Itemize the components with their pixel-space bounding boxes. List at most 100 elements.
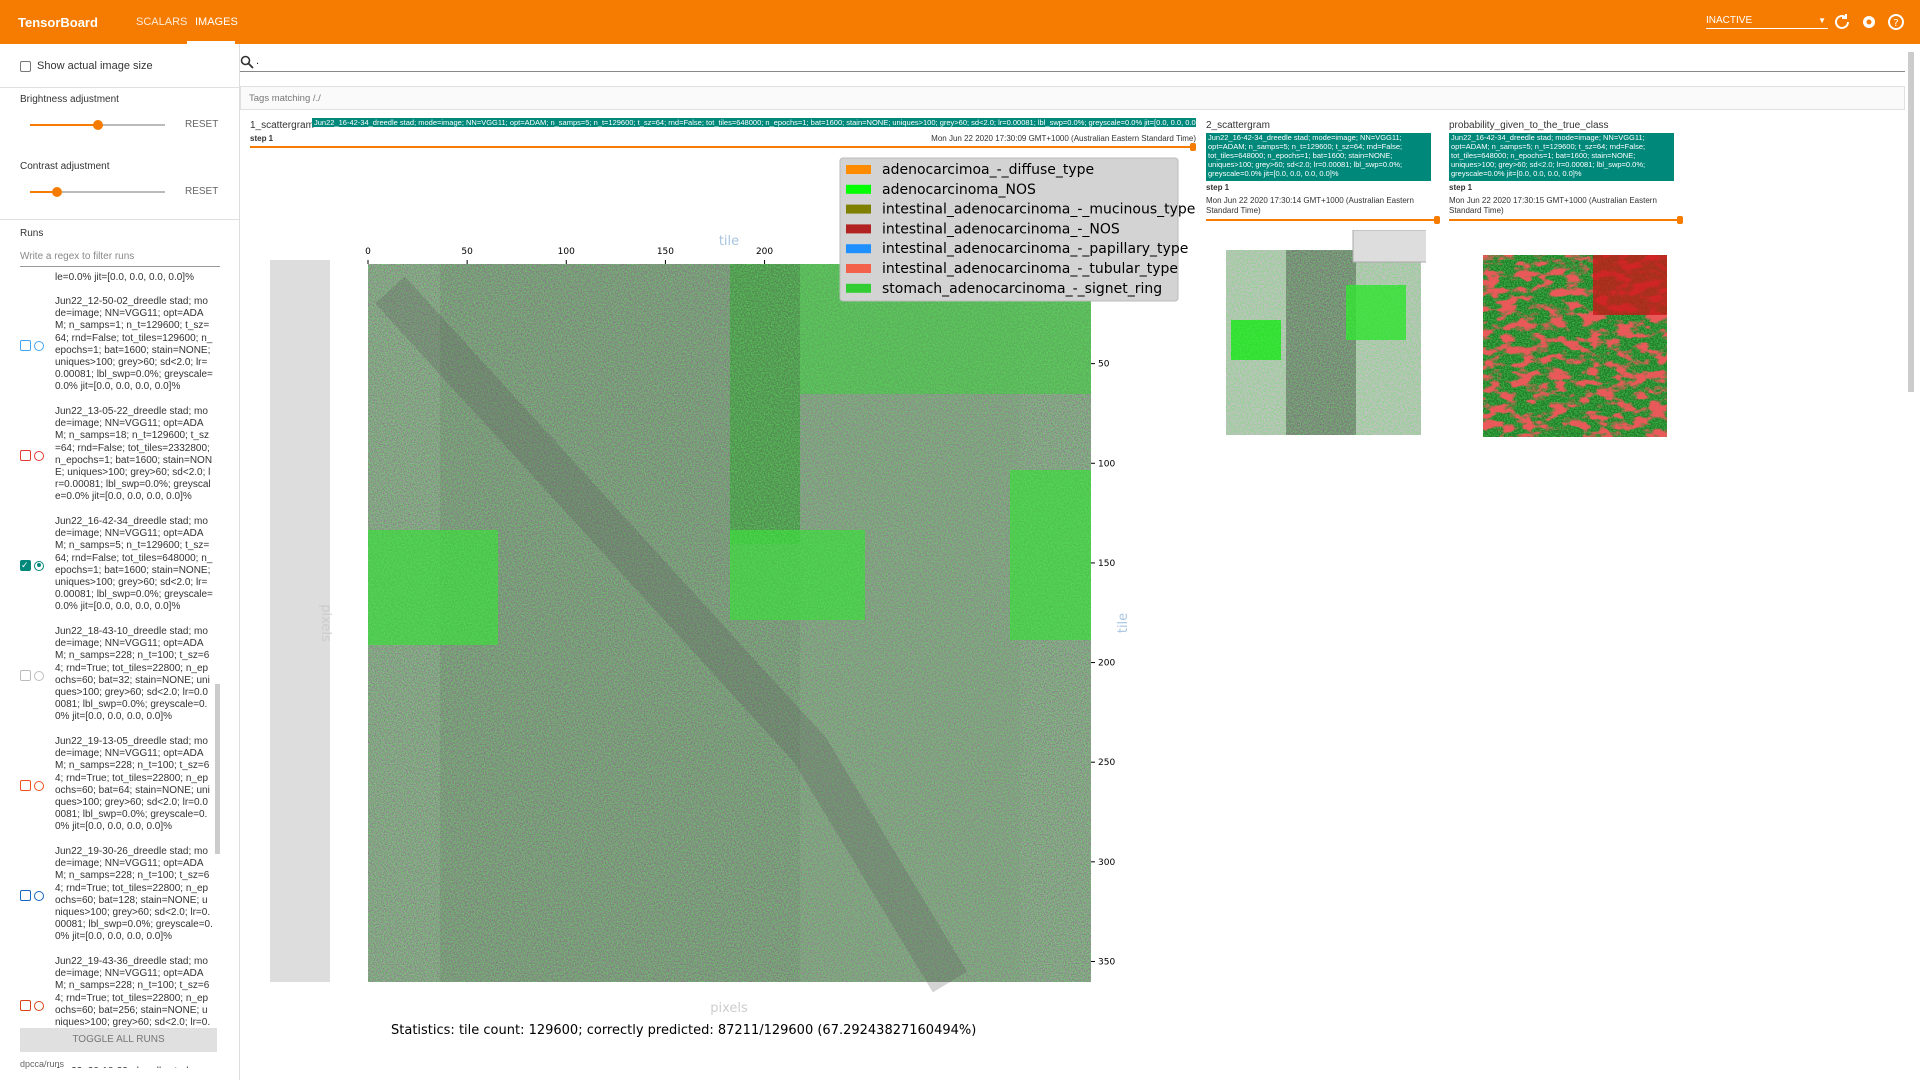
scattergram-image: 0 50 100 150 200 50 100 150 200 250 300 350 tile tile…: [270, 157, 1195, 1038]
axis-label: tile: [719, 234, 739, 249]
thumbnail-image: [1226, 230, 1426, 435]
legend-label: intestinal_adenocarcinoma_-_mucinous_typ…: [882, 202, 1195, 218]
divider: [0, 219, 239, 220]
run-radio[interactable]: [34, 560, 44, 571]
step-slider[interactable]: [1206, 219, 1437, 221]
reset-button[interactable]: RESET: [185, 186, 219, 197]
tick-label: 100: [558, 247, 575, 257]
run-checkbox[interactable]: [20, 890, 31, 901]
step-slider[interactable]: [250, 146, 1193, 148]
run-filter[interactable]: Write a regex to filter runs: [20, 251, 220, 268]
step-label: step 1: [250, 134, 274, 143]
run-list: le=0.0% jit=[0.0, 0.0, 0.0, 0.0]% Jun22_1…: [0, 272, 216, 1068]
legend-swatch: [846, 283, 871, 293]
timestamp: Mon Jun 22 2020 17:30:15 GMT+1000 (Austr…: [1449, 196, 1657, 215]
scrollbar: [215, 684, 220, 854]
card-title: probability_given_to_the_true_class: [1449, 120, 1609, 131]
run-checkbox[interactable]: [20, 1000, 31, 1011]
help-icon[interactable]: [1888, 14, 1904, 30]
image-card: 1_scattergram Jun22_16-42-34_dreedle stad…: [250, 118, 1196, 228]
slider-track: [30, 120, 165, 130]
run-checkbox[interactable]: [20, 340, 31, 351]
run-radio[interactable]: [34, 890, 44, 901]
axis-label: pixels: [710, 1001, 748, 1016]
run-chip: Jun22_16-42-34_dreedle stad; mode=image;…: [1449, 133, 1674, 181]
slider-label: Brightness adjustment: [20, 94, 119, 105]
run-radio[interactable]: [34, 670, 44, 681]
legend-label: intestinal_adenocarcinoma_-_tubular_type: [882, 261, 1178, 277]
image-card: 2_scattergram Jun22_16-42-34_dreedle stad…: [1206, 118, 1440, 228]
run-radio[interactable]: [34, 780, 44, 791]
search-bar[interactable]: .: [240, 52, 1905, 72]
legend-swatch: [846, 204, 871, 214]
tick-label: 50: [461, 247, 473, 257]
slider-label: Contrast adjustment: [20, 161, 110, 172]
timestamp: Mon Jun 22 2020 17:30:09 GMT+1000 (Austr…: [931, 134, 1196, 143]
divider: [0, 87, 239, 88]
card-title: 2_scattergram: [1206, 120, 1270, 131]
section-label: Runs: [20, 228, 44, 239]
statistics: Statistics: tile count: 129600; correctl…: [391, 1023, 976, 1038]
run-checkbox[interactable]: [20, 450, 31, 461]
radio-dot: [36, 563, 41, 567]
run-checkbox[interactable]: [20, 670, 31, 681]
scrollbar: [1908, 52, 1914, 392]
legend-swatch: [846, 165, 871, 174]
option-label: Show actual image size: [37, 60, 153, 72]
tick-label: 200: [756, 247, 773, 257]
legend-label: intestinal_adenocarcinoma_-_NOS: [882, 221, 1120, 237]
reset-button[interactable]: RESET: [185, 119, 219, 130]
run-radio[interactable]: [34, 340, 44, 351]
tab[interactable]: IMAGES: [195, 16, 238, 28]
run-label: Jun22_12-50-02_dreedle stad; mode=image;…: [55, 296, 213, 393]
tab-underline: [187, 41, 235, 44]
tick-label: 0: [365, 247, 371, 257]
image-margin: [270, 260, 330, 982]
slider-knob[interactable]: [1190, 143, 1196, 151]
tick-label: 150: [1098, 559, 1115, 569]
legend-label: adenocarcinoma_NOS: [882, 182, 1036, 198]
image-card: probability_given_to_the_true_class Jun22…: [1449, 118, 1683, 228]
tag-group[interactable]: Tags matching /./: [240, 86, 1905, 110]
tag-filter: Tags matching /./: [249, 93, 321, 104]
probability-image: [1483, 255, 1667, 437]
tick-label: 300: [1098, 858, 1115, 868]
app-title: TensorBoard: [18, 15, 98, 30]
run-label: Jun22_19-13-05_dreedle stad; mode=image;…: [55, 736, 210, 833]
slider-knob[interactable]: [1677, 216, 1683, 224]
search-icon: [240, 55, 254, 69]
logdir: dpcca/runs: [20, 1059, 65, 1069]
step-label: step 1: [1206, 183, 1230, 192]
card-title: 1_scattergram: [250, 120, 314, 131]
status-select[interactable]: INACTIVE ▼: [1706, 15, 1828, 29]
run-checkbox[interactable]: [20, 780, 31, 791]
refresh-icon[interactable]: [1835, 14, 1849, 29]
run-radio[interactable]: [34, 450, 44, 461]
legend-label: stomach_adenocarcinoma_-_signet_ring: [882, 281, 1162, 297]
status: INACTIVE: [1706, 15, 1753, 26]
step-slider[interactable]: [1449, 219, 1680, 221]
tick-label: 100: [1098, 459, 1115, 469]
header-icons: ?: [1835, 14, 1904, 30]
checkbox[interactable]: [20, 61, 31, 72]
legend-swatch: [846, 224, 871, 234]
search-text: .: [256, 55, 260, 67]
timestamp: Mon Jun 22 2020 17:30:14 GMT+1000 (Austr…: [1206, 196, 1414, 215]
legend-label: intestinal_adenocarcinoma_-_papillary_ty…: [882, 241, 1188, 257]
legend-swatch: [846, 244, 871, 254]
run-label: le=0.0% jit=[0.0, 0.0, 0.0, 0.0]%: [55, 272, 194, 283]
slider-track: [30, 187, 165, 197]
legend-swatch: [846, 264, 871, 273]
tick-label: 250: [1098, 758, 1115, 768]
legend-box: [839, 157, 1179, 302]
slider-knob[interactable]: [1434, 216, 1440, 224]
toggle-button[interactable]: TOGGLE ALL RUNS: [20, 1028, 217, 1052]
tab[interactable]: SCALARS: [136, 16, 188, 28]
run-checkbox[interactable]: ✓: [20, 560, 31, 571]
run-label: Jun22_19-30-26_dreedle stad; mode=image;…: [55, 846, 213, 943]
run-radio[interactable]: [34, 1000, 44, 1011]
run-label: Jun22_20-18-22_dreedle stad; mode=image;…: [55, 1066, 213, 1068]
legend-label: adenocarcimoa_-_diffuse_type: [882, 162, 1094, 178]
run-label: Jun22_18-43-10_dreedle stad; mode=image;…: [55, 626, 210, 723]
run-chip: Jun22_16-42-34_dreedle stad; mode=image;…: [312, 118, 1196, 127]
